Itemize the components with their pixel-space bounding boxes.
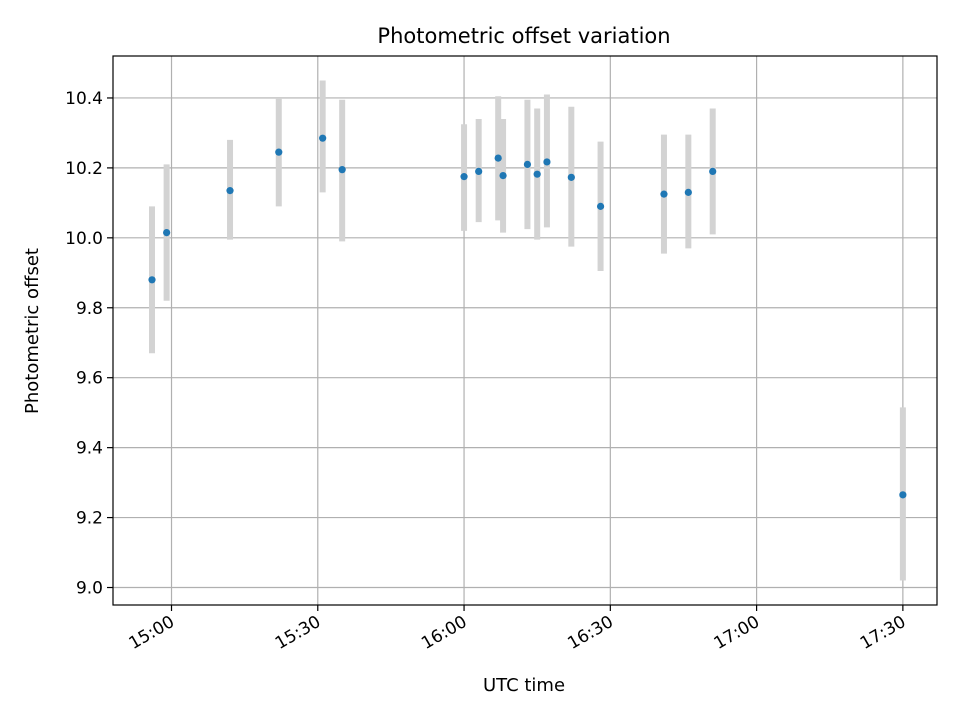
data-point [148, 276, 156, 284]
data-point [543, 158, 551, 166]
data-point [499, 171, 507, 180]
y-tick-label: 9.8 [76, 299, 103, 319]
data-point [533, 170, 541, 178]
chart-title: Photometric offset variation [377, 24, 670, 48]
y-tick-label: 10.0 [65, 229, 103, 249]
data-point [226, 187, 234, 195]
y-axis: 9.0 9.2 9.4 9.6 9.8 10.0 10.2 10.4 [65, 89, 113, 599]
data-point [475, 167, 483, 175]
data-point [709, 167, 717, 175]
data-point [163, 228, 171, 237]
y-tick-label: 9.6 [76, 369, 103, 389]
data-point [523, 160, 532, 169]
data-point [567, 173, 575, 181]
point-layer [148, 134, 907, 499]
data-point [338, 166, 346, 174]
data-point [319, 134, 327, 142]
y-axis-label: Photometric offset [22, 248, 43, 414]
data-point [494, 154, 502, 162]
data-point [460, 173, 468, 181]
data-point [899, 491, 907, 499]
data-point [596, 202, 605, 210]
y-tick-label: 10.2 [65, 159, 103, 179]
y-tick-label: 9.4 [76, 439, 103, 459]
y-tick-label: 9.0 [76, 579, 103, 599]
data-point [275, 148, 283, 156]
y-tick-label: 10.4 [65, 89, 103, 109]
x-axis-label: UTC time [483, 675, 565, 696]
y-tick-label: 9.2 [76, 509, 103, 529]
data-point [660, 190, 668, 198]
plot-frame [112, 55, 938, 606]
data-point [684, 188, 692, 196]
